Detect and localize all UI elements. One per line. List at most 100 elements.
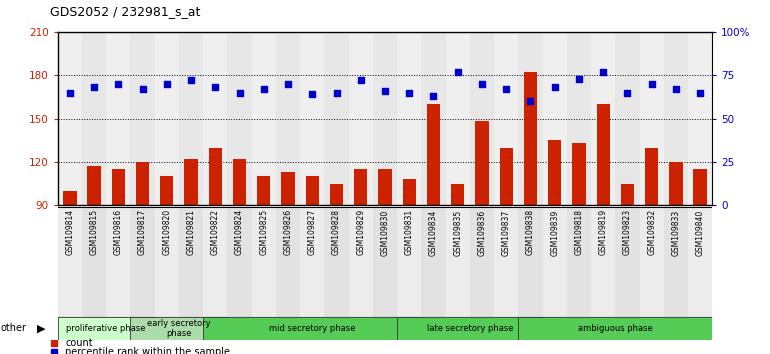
Bar [252,32,276,205]
Bar [106,32,130,205]
Bar [397,317,543,340]
Bar [58,317,155,340]
Point [403,90,415,96]
Text: GSM109831: GSM109831 [405,209,413,255]
Bar [494,207,518,317]
Text: GSM109828: GSM109828 [332,209,341,255]
Text: GSM109829: GSM109829 [357,209,365,255]
Bar [184,159,198,205]
Bar [615,207,640,317]
Bar [58,32,82,205]
Point [112,81,125,87]
Bar [688,32,712,205]
Point [573,76,585,81]
Point [524,98,537,104]
Bar [494,32,518,205]
Text: count: count [65,338,93,348]
Bar [470,32,494,205]
Bar [403,179,416,205]
Bar [82,207,106,317]
Point [209,85,222,90]
Text: GSM109834: GSM109834 [429,209,438,256]
Text: GSM109826: GSM109826 [283,209,293,255]
Bar [378,169,392,205]
Bar [451,184,464,205]
Bar [88,166,101,205]
Text: GSM109839: GSM109839 [551,209,559,256]
Text: GSM109835: GSM109835 [454,209,462,256]
Text: late secretory phase: late secretory phase [427,324,513,333]
Bar [354,169,367,205]
Point [476,81,488,87]
Bar [664,32,688,205]
Point [306,91,319,97]
Point [161,81,173,87]
Bar [300,32,324,205]
Bar [567,207,591,317]
Bar [373,32,397,205]
Bar [130,317,227,340]
Bar [112,169,125,205]
Point [355,78,367,83]
Bar [106,207,130,317]
Text: GSM109825: GSM109825 [259,209,268,255]
Bar [82,32,106,205]
Point [427,93,440,99]
Point [88,85,100,90]
Bar [591,32,615,205]
Bar [470,207,494,317]
Bar [615,32,640,205]
Bar [548,140,561,205]
Bar [179,207,203,317]
Text: GSM109820: GSM109820 [162,209,172,255]
Bar [349,32,373,205]
Point [233,90,246,96]
Bar [373,207,397,317]
Bar [203,32,227,205]
Point [330,90,343,96]
Bar [640,32,664,205]
Text: mid secretory phase: mid secretory phase [269,324,356,333]
Bar [349,207,373,317]
Bar [160,176,173,205]
Text: GSM109819: GSM109819 [598,209,608,255]
Point [500,86,512,92]
Text: GSM109815: GSM109815 [89,209,99,255]
Bar [543,32,567,205]
Text: GSM109827: GSM109827 [308,209,316,255]
Text: GSM109837: GSM109837 [502,209,511,256]
Bar [446,207,470,317]
Text: ▶: ▶ [37,323,45,333]
Text: GSM109830: GSM109830 [380,209,390,256]
Bar [233,159,246,205]
Bar [591,207,615,317]
Bar [572,143,586,205]
Text: GSM109818: GSM109818 [574,209,584,255]
Bar [543,207,567,317]
Text: GSM109836: GSM109836 [477,209,487,256]
Bar [475,121,489,205]
Bar [63,191,76,205]
Bar [227,32,252,205]
Bar [58,207,82,317]
Bar [257,176,270,205]
Text: GSM109833: GSM109833 [671,209,681,256]
Bar [421,207,446,317]
Point [694,90,706,96]
Bar [136,162,149,205]
Bar [179,32,203,205]
Bar [524,72,537,205]
Point [451,69,464,75]
Bar [446,32,470,205]
Text: GSM109816: GSM109816 [114,209,123,255]
Bar [669,162,682,205]
Bar [330,184,343,205]
Bar [645,148,658,205]
Bar [621,184,634,205]
Point [621,90,634,96]
Bar [518,32,543,205]
Text: proliferative phase: proliferative phase [66,324,146,333]
Bar [155,32,179,205]
Bar [597,104,610,205]
Text: GSM109838: GSM109838 [526,209,535,255]
